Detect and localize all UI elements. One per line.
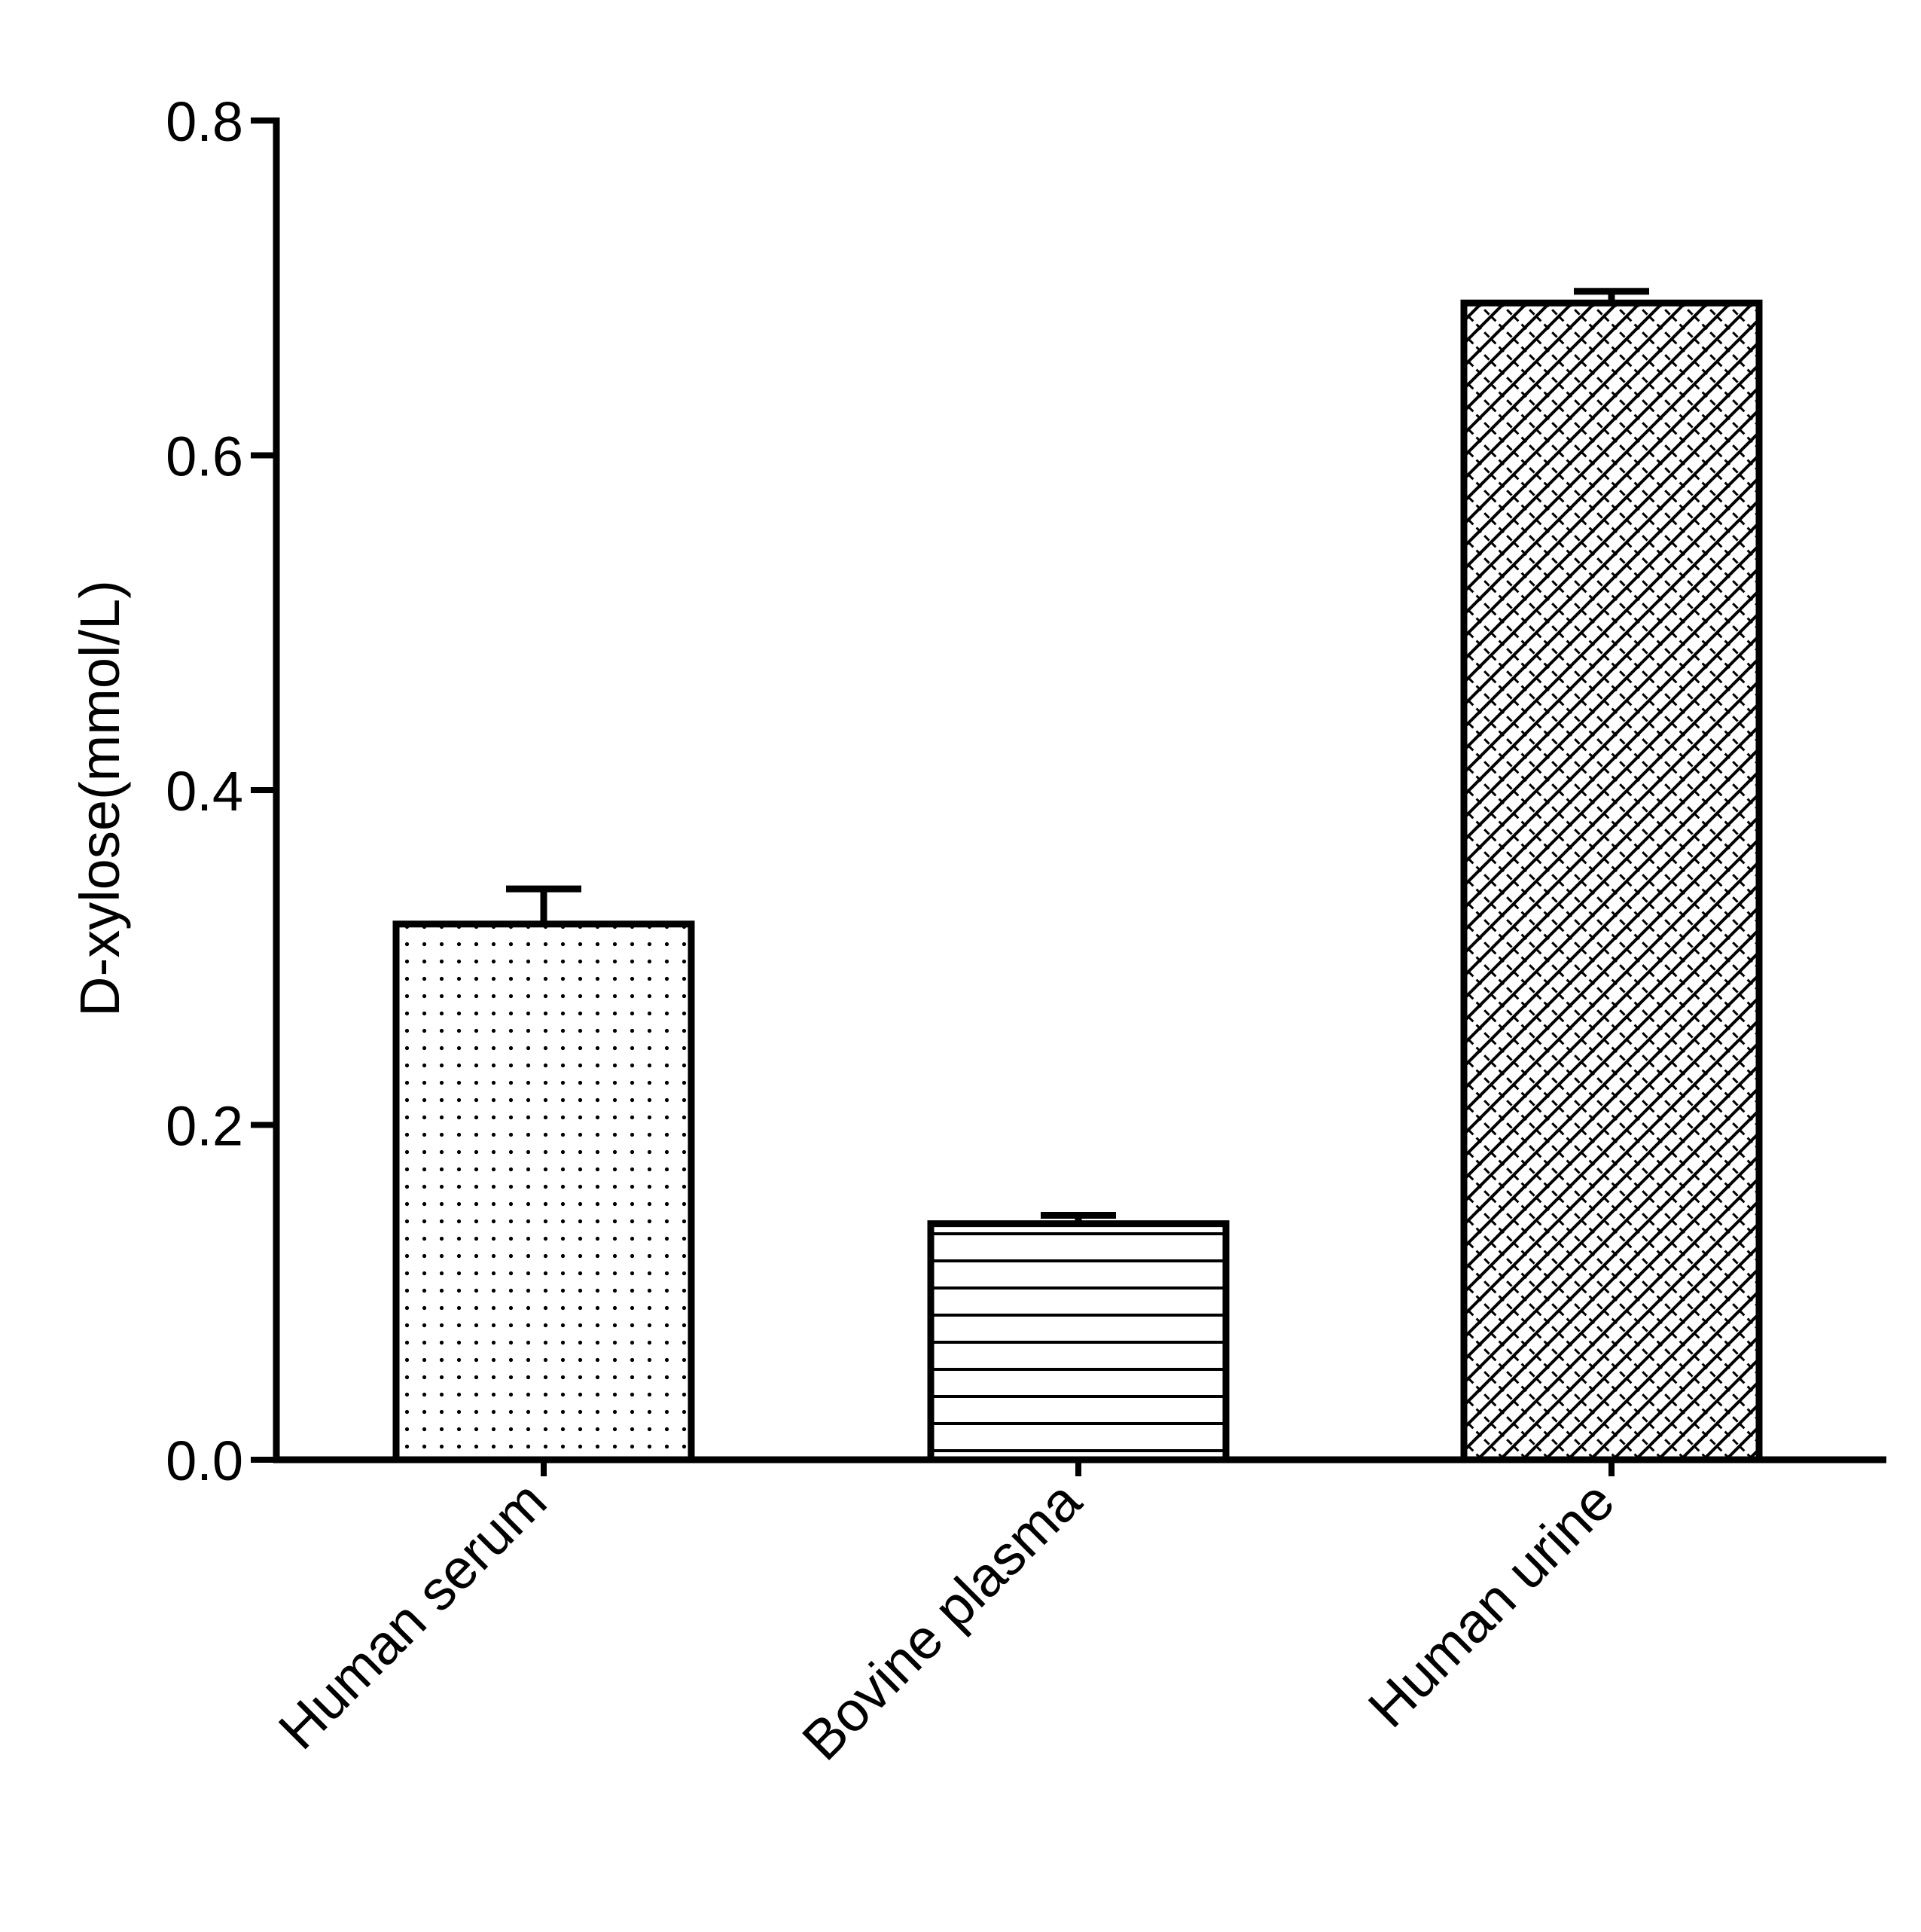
y-tick-label-1: 0.2 <box>166 1095 243 1158</box>
y-axis-title: D-xylose(mmol/L) <box>69 580 131 1017</box>
labels-layer: D-xylose(mmol/L) Human serum Bovine plasm… <box>69 90 1626 1772</box>
x-tick-label-human-serum: Human serum <box>267 1470 558 1761</box>
bar-bovine-plasma <box>927 1220 1230 1463</box>
bar-human-urine <box>1460 299 1763 1463</box>
bars-layer <box>392 288 1763 1463</box>
bar-human-serum <box>392 920 695 1463</box>
axes-layer <box>251 118 1886 1476</box>
x-tick-label-bovine-plasma: Bovine plasma <box>790 1469 1093 1772</box>
x-tick-label-human-urine: Human urine <box>1356 1470 1626 1739</box>
y-tick-label-0: 0.0 <box>166 1430 243 1492</box>
y-tick-label-3: 0.6 <box>166 426 243 488</box>
y-tick-label-4: 0.8 <box>166 90 243 153</box>
y-tick-label-2: 0.4 <box>166 760 243 823</box>
